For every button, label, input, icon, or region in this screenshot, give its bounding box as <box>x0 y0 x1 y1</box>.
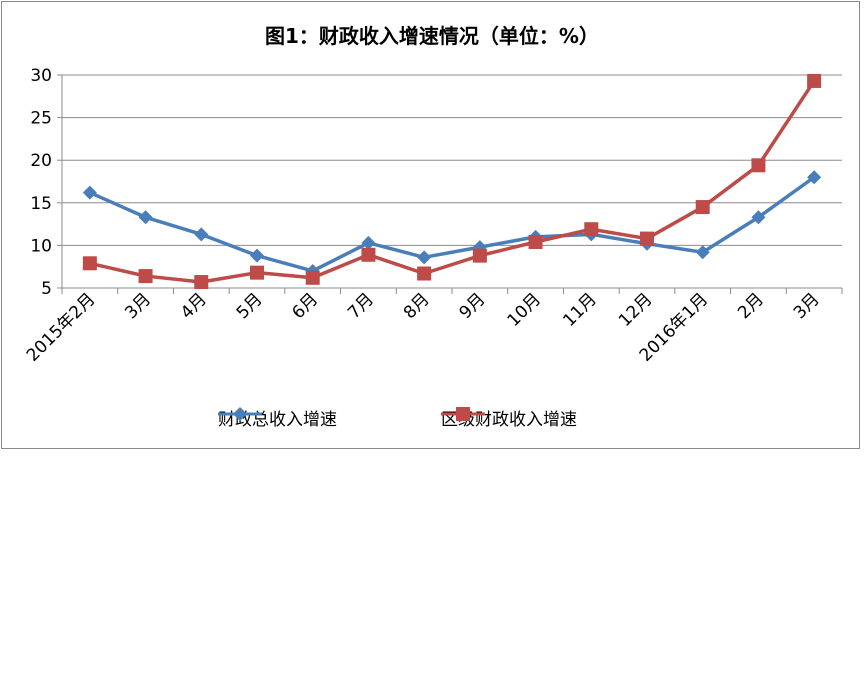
y-tick-label-30: 30 <box>30 66 52 86</box>
x-tick-label-12: 2月 <box>734 289 768 323</box>
series-1-point-12 <box>751 158 766 173</box>
series-1-point-11 <box>695 200 710 215</box>
y-tick-label-25: 25 <box>30 109 52 129</box>
x-tick-label-8: 10月 <box>504 289 545 330</box>
series-0-point-13 <box>807 170 822 185</box>
series-1-point-10 <box>640 231 654 246</box>
x-tick-label-0: 2015年2月 <box>23 289 99 365</box>
series-0-point-6 <box>417 250 432 265</box>
series-1-point-5 <box>361 247 376 262</box>
x-tick-label-2: 4月 <box>177 289 211 323</box>
y-tick-label-10: 10 <box>30 236 52 256</box>
series-0-point-2 <box>194 227 209 242</box>
series-1-point-4 <box>305 270 320 285</box>
series-0-point-11 <box>695 245 710 260</box>
x-tick-label-1: 3月 <box>121 289 155 323</box>
series-line-1 <box>89 79 816 284</box>
series-0-point-0 <box>82 185 97 200</box>
series-line-0 <box>89 175 816 273</box>
x-tick-label-4: 6月 <box>288 289 322 323</box>
series-0-point-12 <box>751 210 766 225</box>
legend: 财政总收入增速 区级财政收入增速 <box>0 404 864 430</box>
series-1-point-9 <box>584 222 599 237</box>
x-tick-label-6: 8月 <box>400 289 434 323</box>
legend-marker-square-icon <box>441 407 485 421</box>
x-tick-label-5: 7月 <box>344 289 378 323</box>
legend-item-series-1: 区级财政收入增速 <box>441 404 577 430</box>
series-1-point-13 <box>807 73 822 88</box>
x-tick-label-3: 5月 <box>233 289 267 323</box>
x-tick-label-10: 12月 <box>615 289 656 330</box>
y-tick-label-5: 5 <box>41 279 52 299</box>
series-1-point-7 <box>472 248 487 263</box>
legend-marker-diamond-icon <box>218 407 262 421</box>
chart-frame <box>1 1 860 449</box>
series-1-point-0 <box>82 256 97 271</box>
series-0-point-3 <box>250 248 264 263</box>
series-1-point-6 <box>417 266 432 281</box>
series-1-point-2 <box>194 275 209 290</box>
x-tick-label-9: 11月 <box>559 289 600 330</box>
x-tick-label-7: 9月 <box>456 289 490 323</box>
series-0-point-1 <box>138 210 153 225</box>
y-tick-label-20: 20 <box>30 151 52 171</box>
series-1-point-8 <box>528 234 543 249</box>
chart-title: 图1：财政收入增速情况（单位：%） <box>265 24 599 48</box>
line-chart: 5 10 15 20 25 30 2015年2月 3月 4月 5月 6月 7月 8月 9月 10月 11月 1… <box>23 66 843 366</box>
series-1-point-3 <box>250 265 264 280</box>
series-0-point-5 <box>361 235 376 250</box>
x-tick-label-13: 3月 <box>790 289 824 323</box>
series-1-point-1 <box>138 269 153 284</box>
y-tick-label-15: 15 <box>30 194 52 214</box>
legend-item-series-0: 财政总收入增速 <box>218 404 337 430</box>
